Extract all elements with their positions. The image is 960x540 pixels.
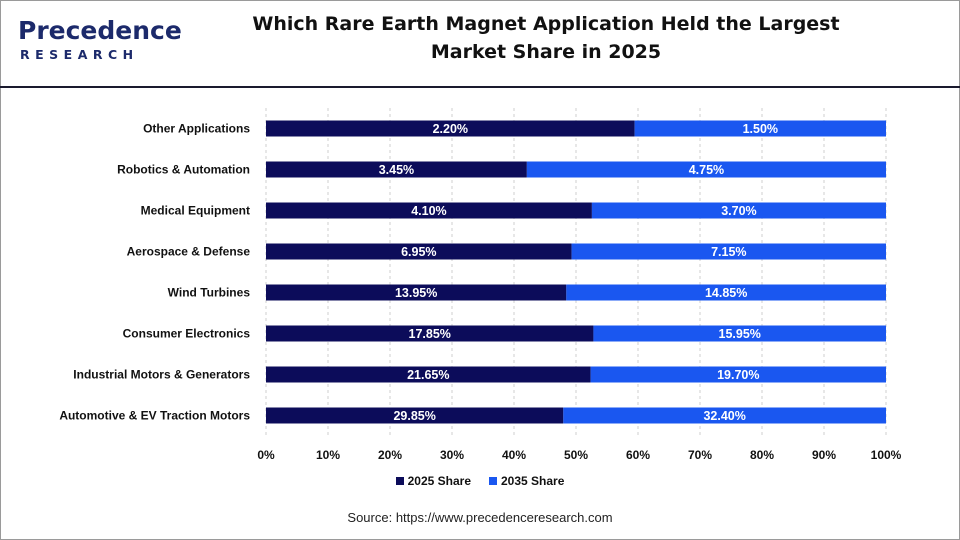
category-label: Aerospace & Defense bbox=[127, 245, 251, 259]
category-label: Automotive & EV Traction Motors bbox=[59, 409, 250, 423]
source-note: Source: https://www.precedenceresearch.c… bbox=[347, 510, 613, 525]
bar-2035 bbox=[593, 325, 886, 342]
stacked-bar-chart: 0% 10% 20% 30% 40% 50% 60% 70% 80% 90% 100% Other A… bbox=[59, 108, 902, 462]
category-label: Medical Equipment bbox=[141, 204, 250, 218]
data-label-2035: 7.15% bbox=[711, 245, 746, 259]
bar-2035 bbox=[563, 407, 886, 424]
chart-title-line2: Market Share in 2025 bbox=[430, 41, 662, 63]
bar-2035 bbox=[526, 161, 886, 178]
data-label-2035: 19.70% bbox=[717, 368, 759, 382]
x-tick-label: 90% bbox=[812, 448, 836, 462]
data-label-2025: 17.85% bbox=[409, 327, 451, 341]
precedence-research-logo: Precedence RESEARCH bbox=[18, 16, 182, 66]
data-label-2025: 6.95% bbox=[401, 245, 436, 259]
x-tick-label: 20% bbox=[378, 448, 402, 462]
data-label-2035: 3.70% bbox=[721, 204, 756, 218]
data-label-2025: 21.65% bbox=[407, 368, 449, 382]
x-tick-label: 10% bbox=[316, 448, 340, 462]
category-label: Wind Turbines bbox=[168, 286, 251, 300]
data-label-2025: 13.95% bbox=[395, 286, 437, 300]
logo-wordmark: Precedence bbox=[18, 16, 182, 45]
data-label-2035: 4.75% bbox=[689, 163, 724, 177]
legend-swatch-2035 bbox=[489, 477, 497, 485]
category-label: Consumer Electronics bbox=[123, 327, 251, 341]
logo-word: recedence bbox=[36, 16, 182, 45]
data-label-2025: 3.45% bbox=[379, 163, 414, 177]
bar-2025 bbox=[266, 366, 591, 383]
chart-title-line1: Which Rare Earth Magnet Application Held… bbox=[252, 13, 840, 35]
legend-item-2025: 2025 Share bbox=[395, 474, 471, 488]
bar-2035 bbox=[634, 120, 886, 137]
bar-2035 bbox=[571, 243, 886, 260]
legend: 2025 Share 2035 Share bbox=[0, 474, 960, 488]
legend-label-2035: 2035 Share bbox=[501, 474, 565, 488]
legend-label-2025: 2025 Share bbox=[407, 474, 471, 488]
data-label-2035: 32.40% bbox=[703, 409, 745, 423]
data-label-2035: 15.95% bbox=[719, 327, 761, 341]
data-label-2035: 1.50% bbox=[743, 122, 778, 136]
category-label: Industrial Motors & Generators bbox=[73, 368, 250, 382]
x-tick-label: 30% bbox=[440, 448, 464, 462]
x-tick-label: 100% bbox=[871, 448, 902, 462]
bar-2035 bbox=[590, 366, 886, 383]
x-tick-label: 70% bbox=[688, 448, 712, 462]
category-label: Robotics & Automation bbox=[117, 163, 250, 177]
data-label-2025: 29.85% bbox=[393, 409, 435, 423]
bar-2025 bbox=[266, 243, 572, 260]
x-tick-label: 60% bbox=[626, 448, 650, 462]
data-label-2025: 2.20% bbox=[433, 122, 468, 136]
category-label: Other Applications bbox=[143, 122, 250, 136]
bar-2035 bbox=[591, 202, 886, 219]
bar-2025 bbox=[266, 161, 527, 178]
x-tick-label: 40% bbox=[502, 448, 526, 462]
bar-2025 bbox=[266, 284, 567, 301]
x-tick-label: 0% bbox=[257, 448, 275, 462]
data-label-2025: 4.10% bbox=[411, 204, 446, 218]
data-label-2035: 14.85% bbox=[705, 286, 747, 300]
bar-2025 bbox=[266, 120, 635, 137]
bar-2035 bbox=[566, 284, 886, 301]
legend-swatch-2025 bbox=[395, 477, 404, 485]
logo-initial: P bbox=[18, 16, 37, 45]
header: Precedence RESEARCH Which Rare Earth Mag… bbox=[0, 0, 960, 88]
bar-2025 bbox=[266, 407, 564, 424]
x-tick-label: 80% bbox=[750, 448, 774, 462]
logo-subtitle: RESEARCH bbox=[20, 47, 139, 62]
x-tick-label: 50% bbox=[564, 448, 588, 462]
legend-item-2035: 2035 Share bbox=[489, 474, 564, 488]
chart-title: Which Rare Earth Magnet Application Held… bbox=[236, 10, 856, 66]
bar-2025 bbox=[266, 325, 594, 342]
bar-2025 bbox=[266, 202, 592, 219]
